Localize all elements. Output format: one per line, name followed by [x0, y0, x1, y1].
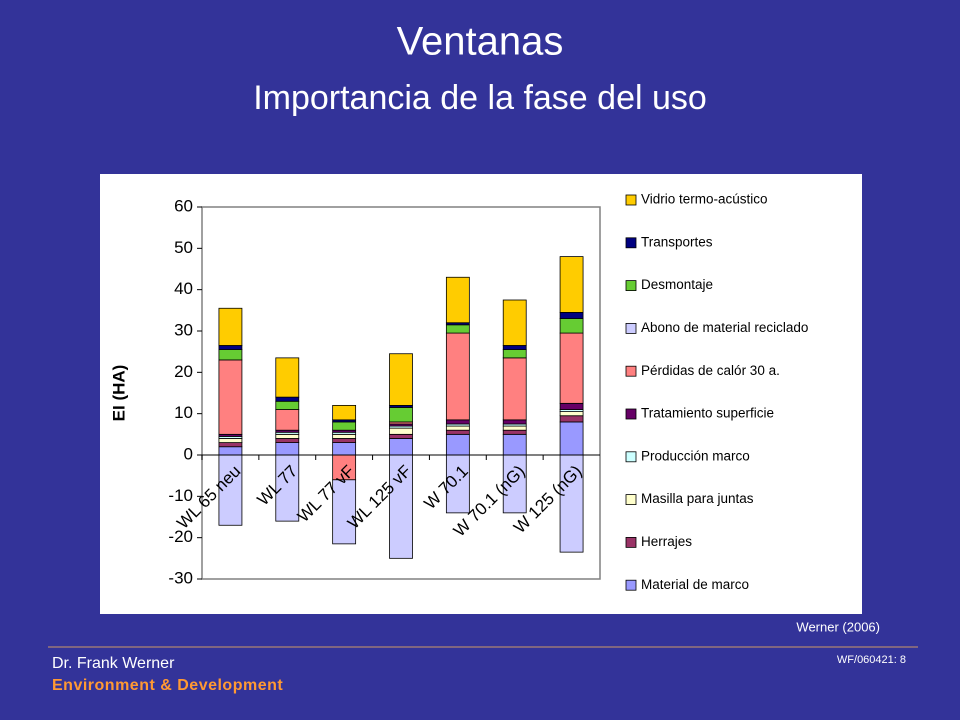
y-tick-label: 0 — [184, 444, 193, 463]
bar-segment — [332, 421, 357, 431]
bar-segment — [445, 332, 470, 421]
bar-segment — [275, 357, 300, 398]
bar-segment — [559, 411, 584, 417]
bar-segment — [275, 396, 300, 402]
legend-label: Desmontaje — [641, 277, 713, 292]
legend-label: Herrajes — [641, 534, 692, 549]
bar-segment — [445, 429, 470, 435]
legend-label: Masilla para juntas — [641, 491, 754, 506]
bar-segment — [389, 427, 413, 435]
y-tick-label: -30 — [168, 568, 193, 587]
bar-segment — [445, 419, 470, 425]
bar-segment — [332, 479, 357, 545]
bar-segment — [389, 438, 413, 456]
bar-segment — [559, 311, 584, 319]
legend-swatch — [625, 494, 637, 506]
bar-segment — [445, 425, 470, 431]
bar-segment — [218, 359, 243, 435]
legend-swatch — [625, 365, 637, 377]
y-tick-label: 10 — [174, 403, 193, 422]
legend-label: Transportes — [641, 234, 713, 249]
bar-segment — [445, 433, 470, 456]
bar-segment — [275, 400, 300, 410]
legend-label: Producción marco — [641, 448, 750, 463]
bar-segment — [275, 438, 300, 444]
bar-segment — [559, 402, 584, 410]
legend-label: Material de marco — [641, 577, 749, 592]
footer-author: Dr. Frank Werner — [52, 655, 175, 672]
bar-segment — [275, 409, 300, 431]
footer-department: Environment & Development — [52, 677, 283, 694]
bar-segment — [502, 419, 527, 425]
bar-segment — [559, 415, 584, 423]
legend-label: Pérdidas de calór 30 a. — [641, 363, 780, 378]
bar-segment — [559, 421, 584, 456]
bar-segment — [502, 425, 527, 431]
legend-swatch — [625, 408, 637, 420]
subtitle: Importancia de la fase del uso — [253, 79, 707, 117]
y-tick-label: 20 — [174, 362, 193, 381]
slide-id: WF/060421: 8 — [837, 654, 906, 666]
bar-segment — [275, 442, 300, 456]
legend-swatch — [625, 579, 637, 591]
bar-segment — [218, 446, 243, 456]
legend-swatch — [625, 537, 637, 548]
bar-segment — [502, 349, 527, 359]
bar-segment — [218, 349, 243, 361]
y-tick-label: 50 — [174, 238, 193, 257]
bar-segment — [559, 256, 584, 313]
bar-segment — [445, 324, 470, 334]
bar-segment — [559, 318, 584, 334]
y-tick-label: 30 — [174, 320, 193, 339]
legend-label: Vidrio termo-acústico — [641, 192, 768, 207]
bar-segment — [218, 442, 243, 448]
legend-swatch — [625, 237, 637, 249]
y-tick-label: 40 — [174, 279, 193, 298]
bar-segment — [502, 299, 527, 346]
bar-segment — [502, 429, 527, 435]
bar-segment — [332, 442, 357, 456]
source: Werner (2006) — [796, 619, 880, 634]
bar-segment — [275, 433, 300, 439]
bar-segment — [389, 353, 413, 406]
bar-segment — [218, 438, 243, 444]
bar-segment — [502, 357, 527, 421]
bar-segment — [502, 433, 527, 456]
legend-label: Tratamiento superficie — [641, 406, 774, 421]
bar-segment — [389, 407, 413, 423]
y-axis-label: EI (HA) — [109, 365, 128, 422]
bar-segment — [332, 404, 357, 421]
bar-segment — [218, 345, 243, 351]
bar-segment — [559, 332, 584, 404]
legend-swatch — [625, 194, 637, 206]
bar-segment — [502, 345, 527, 351]
y-tick-label: 60 — [174, 196, 193, 215]
y-tick-label: -20 — [168, 527, 193, 546]
bar-segment — [332, 438, 357, 444]
legend-swatch — [625, 451, 637, 463]
y-tick-label: -10 — [168, 486, 193, 505]
legend-label: Abono de material reciclado — [641, 320, 808, 335]
bar-segment — [445, 276, 470, 324]
title: Ventanas — [397, 20, 564, 64]
legend-swatch — [625, 280, 637, 292]
legend-swatch — [625, 322, 637, 334]
bar-segment — [218, 307, 243, 346]
bar-segment — [389, 433, 413, 439]
bar-segment — [332, 433, 357, 439]
